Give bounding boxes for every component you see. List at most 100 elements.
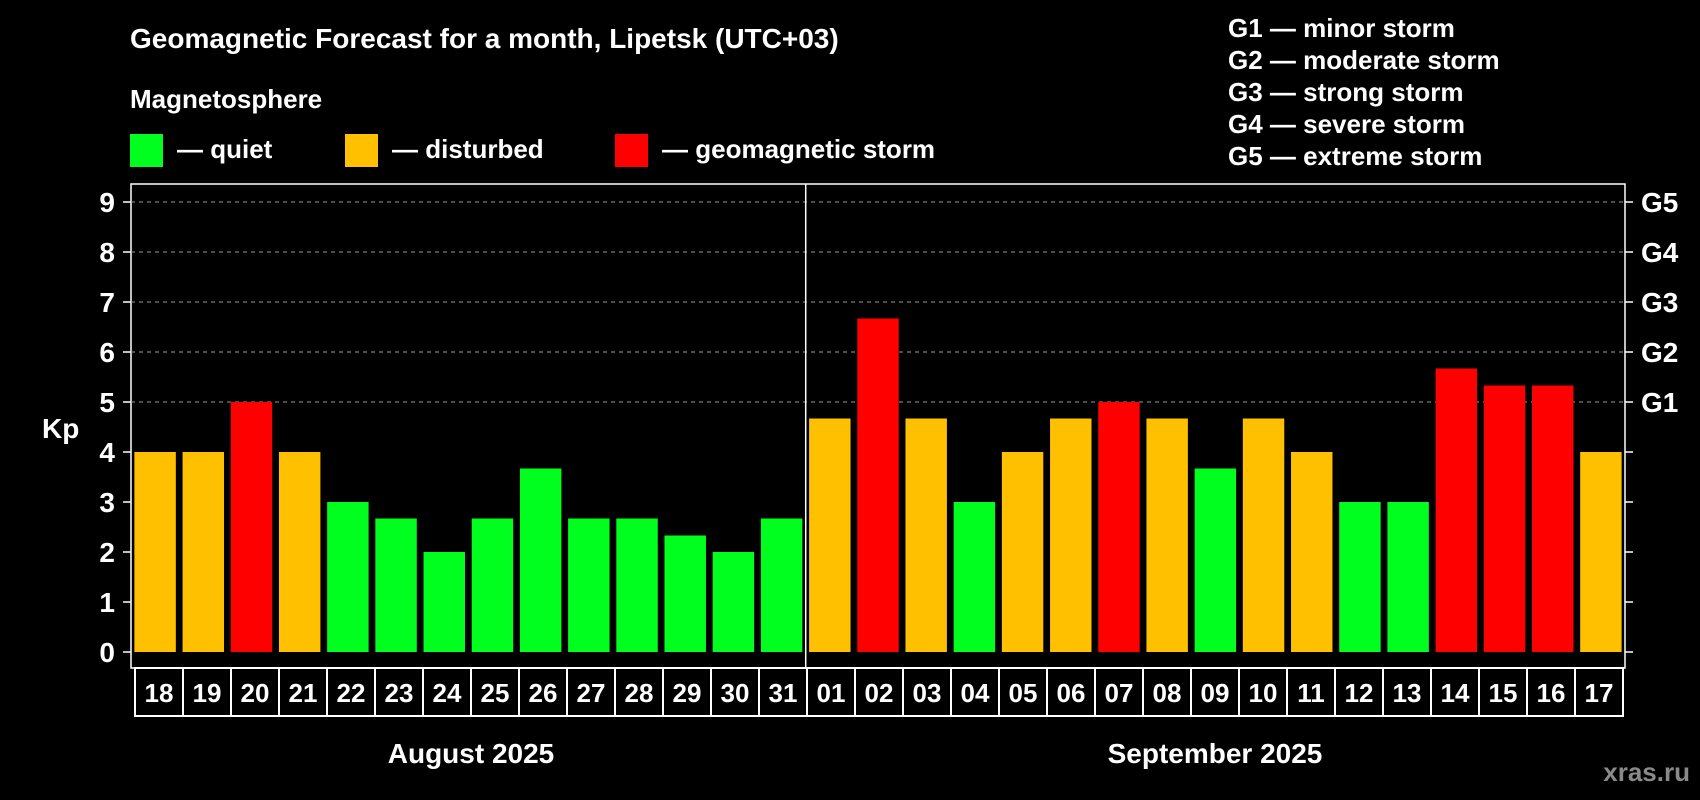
legend-label-storm: — geomagnetic storm <box>662 134 935 164</box>
x-tick-label: 24 <box>433 678 462 708</box>
storm-scale-item: G4 — severe storm <box>1228 109 1465 139</box>
x-tick-label: 07 <box>1105 678 1134 708</box>
y-tick-label: 8 <box>99 237 115 268</box>
y-tick-label: 3 <box>99 487 115 518</box>
x-tick-label: 20 <box>241 678 270 708</box>
storm-scale-item: G3 — strong storm <box>1228 77 1463 107</box>
x-tick-label: 05 <box>1009 678 1038 708</box>
x-tick-label: 18 <box>145 678 174 708</box>
x-tick-label: 13 <box>1393 678 1422 708</box>
y-tick-label: 4 <box>99 437 115 468</box>
bar <box>568 518 610 652</box>
x-tick-label: 27 <box>577 678 606 708</box>
x-tick-label: 25 <box>481 678 510 708</box>
x-tick-label: 31 <box>769 678 798 708</box>
bar <box>471 518 514 652</box>
x-tick-label: 11 <box>1297 678 1325 708</box>
date-row-frame <box>134 667 1624 717</box>
y-tick-label: 2 <box>99 537 115 568</box>
x-tick-label: 14 <box>1441 678 1470 708</box>
bar <box>1339 502 1381 652</box>
bar <box>375 518 417 652</box>
bar <box>182 452 225 652</box>
x-tick-label: 04 <box>961 678 990 708</box>
y-tick-label: 7 <box>99 287 115 318</box>
x-tick-label: 19 <box>193 678 222 708</box>
bar <box>664 535 706 652</box>
storm-scale-item: G1 — minor storm <box>1228 13 1455 43</box>
x-tick-label: 09 <box>1201 678 1230 708</box>
x-tick-label: 06 <box>1057 678 1086 708</box>
right-tick-label: G3 <box>1641 287 1678 318</box>
x-tick-label: 02 <box>865 678 894 708</box>
y-tick-label: 5 <box>99 387 115 418</box>
y-tick-label: 9 <box>99 187 115 218</box>
bar <box>1098 402 1140 652</box>
bar <box>1001 452 1044 652</box>
bar <box>1531 385 1574 652</box>
plot-area: 0 1 2 3 4 5 6 7 8 9 G1 G2 G3 G4 G5 <box>99 183 1679 669</box>
bar <box>327 502 369 652</box>
bar <box>905 418 947 652</box>
bar <box>616 518 658 652</box>
x-tick-label: 22 <box>337 678 366 708</box>
x-tick-label: 23 <box>385 678 414 708</box>
legend-title: Magnetosphere <box>130 84 322 114</box>
bar <box>1435 368 1478 652</box>
x-tick-label: 28 <box>625 678 654 708</box>
x-tick-label: 15 <box>1489 678 1518 708</box>
legend-swatch-quiet <box>130 134 163 167</box>
legend-swatch-storm <box>615 134 648 167</box>
x-tick-label: 08 <box>1153 678 1182 708</box>
bar <box>134 452 176 652</box>
x-tick-label: 21 <box>289 678 318 708</box>
month-label: September 2025 <box>1108 738 1323 769</box>
x-tick-label: 01 <box>817 678 846 708</box>
right-tick-label: G5 <box>1641 187 1678 218</box>
watermark: xras.ru <box>1603 757 1690 787</box>
bar <box>278 452 321 652</box>
bar <box>1194 468 1237 652</box>
legend-label-disturbed: — disturbed <box>392 134 544 164</box>
x-tick-label: 29 <box>673 678 702 708</box>
y-axis-label: Kp <box>42 413 79 444</box>
bar <box>1580 452 1622 652</box>
x-tick-label: 03 <box>913 678 942 708</box>
bar <box>519 468 562 652</box>
x-axis: 18 19 20 21 22 23 24 25 26 27 28 29 30 31 01 02 03 04 05 06… <box>134 667 1624 769</box>
bar <box>423 552 465 652</box>
bar <box>1387 502 1429 652</box>
x-tick-label: 17 <box>1585 678 1614 708</box>
bar <box>230 402 273 652</box>
storm-scale-item: G5 — extreme storm <box>1228 141 1482 171</box>
bar <box>712 552 755 652</box>
bar <box>1242 418 1285 652</box>
right-tick-label: G1 <box>1641 387 1678 418</box>
bar <box>857 318 899 652</box>
bar <box>760 518 803 652</box>
x-tick-label: 12 <box>1345 678 1374 708</box>
legend-swatch-disturbed <box>345 134 378 167</box>
legend-label-quiet: — quiet <box>177 134 273 164</box>
bar <box>809 418 851 652</box>
y-tick-label: 6 <box>99 337 115 368</box>
bar <box>1146 418 1188 652</box>
x-tick-label: 30 <box>721 678 750 708</box>
bar <box>1050 418 1092 652</box>
x-tick-label: 16 <box>1537 678 1566 708</box>
chart-title: Geomagnetic Forecast for a month, Lipets… <box>130 23 839 54</box>
x-tick-label: 10 <box>1249 678 1278 708</box>
y-tick-label: 1 <box>99 587 115 618</box>
bar <box>1291 452 1333 652</box>
bar <box>1483 385 1526 652</box>
month-label: August 2025 <box>388 738 555 769</box>
right-tick-label: G2 <box>1641 337 1678 368</box>
bar <box>953 502 996 652</box>
legend: — quiet — disturbed — geomagnetic storm <box>130 134 935 167</box>
right-tick-label: G4 <box>1641 237 1679 268</box>
storm-scale-item: G2 — moderate storm <box>1228 45 1500 75</box>
y-tick-label: 0 <box>99 637 115 668</box>
x-tick-label: 26 <box>529 678 558 708</box>
